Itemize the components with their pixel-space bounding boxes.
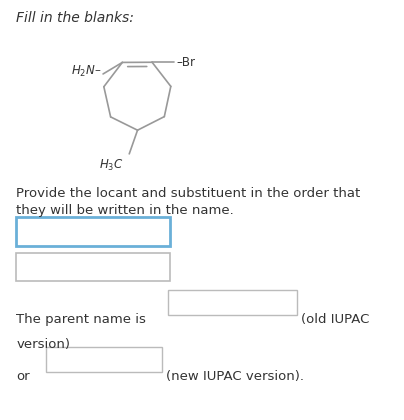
FancyBboxPatch shape (16, 253, 170, 281)
FancyBboxPatch shape (168, 290, 297, 315)
Text: Provide the locant and substituent in the order that: Provide the locant and substituent in th… (16, 187, 360, 200)
Text: –Br: –Br (176, 56, 196, 69)
Text: $H_3C$: $H_3C$ (99, 158, 123, 173)
Text: (new IUPAC version).: (new IUPAC version). (166, 370, 304, 383)
Text: they will be written in the name.: they will be written in the name. (16, 204, 234, 217)
Text: $H_2N$–: $H_2N$– (71, 64, 101, 79)
Text: version): version) (16, 338, 70, 351)
Text: or: or (16, 370, 30, 383)
FancyBboxPatch shape (16, 217, 170, 246)
FancyBboxPatch shape (46, 346, 162, 372)
Text: The parent name is: The parent name is (16, 313, 146, 326)
Text: (old IUPAC: (old IUPAC (301, 313, 369, 326)
Text: Fill in the blanks:: Fill in the blanks: (16, 10, 134, 24)
